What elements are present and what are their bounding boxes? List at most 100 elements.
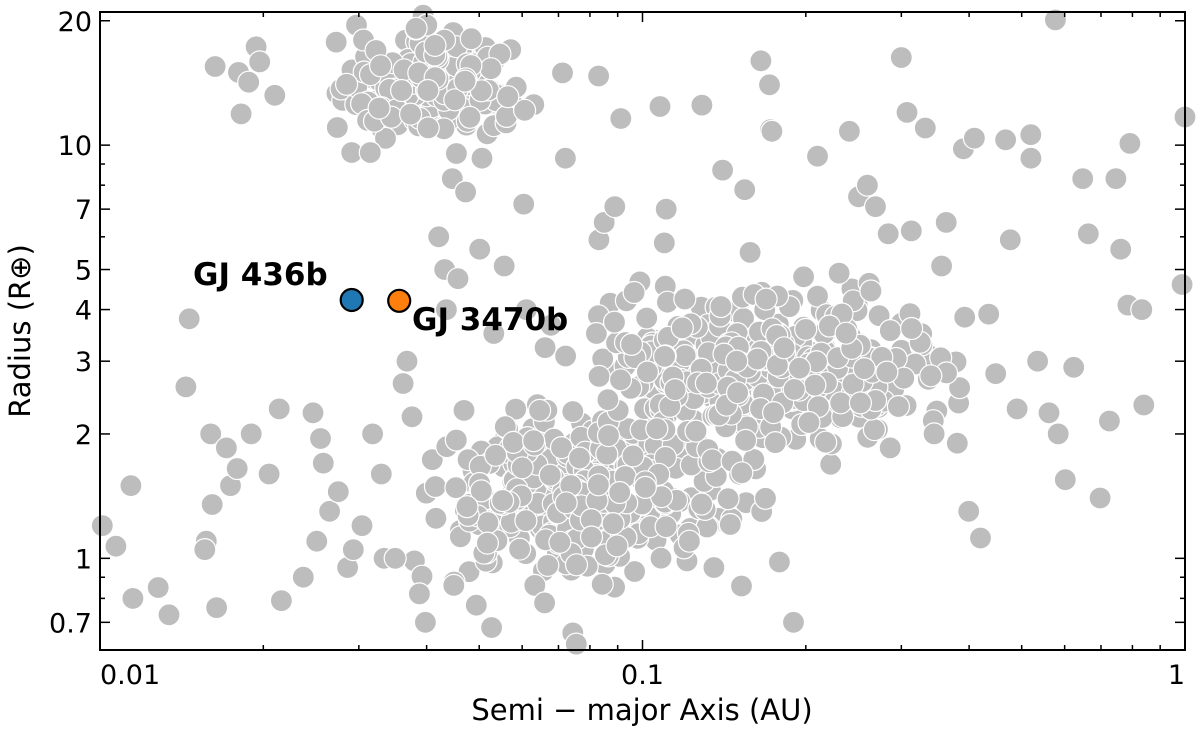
planet-point <box>645 417 669 441</box>
planet-point <box>781 610 806 634</box>
planet-point <box>443 88 467 112</box>
planet-point <box>993 128 1018 152</box>
planet-point <box>782 377 806 401</box>
planet-point <box>730 461 754 485</box>
highlighted-planets <box>339 287 412 313</box>
planet-point <box>104 534 128 558</box>
planet-point <box>733 178 757 202</box>
planet-point <box>523 573 547 598</box>
y-tick-label: 20 <box>58 7 92 38</box>
planet-point <box>475 531 499 555</box>
y-tick-label: 3 <box>75 347 92 378</box>
planet-point <box>709 294 733 319</box>
planet-point <box>677 529 702 553</box>
planet-point <box>590 572 614 596</box>
planet-point <box>455 495 479 519</box>
planet-point <box>794 317 818 341</box>
planet-point <box>710 158 735 182</box>
planet-point <box>673 287 697 311</box>
y-tick-label: 2 <box>75 420 92 451</box>
planet-point <box>753 486 778 510</box>
planet-point <box>400 405 424 429</box>
planet-point <box>373 126 398 150</box>
planet-point <box>1062 355 1086 379</box>
planet-point <box>267 397 291 421</box>
planet-point <box>827 261 851 285</box>
planet-point <box>984 362 1008 386</box>
planet-point <box>862 418 887 442</box>
planet-point <box>1071 167 1095 191</box>
planet-point <box>586 473 611 497</box>
planet-point <box>482 321 506 346</box>
planet-point <box>1118 131 1142 155</box>
planet-point <box>767 550 792 574</box>
planet-point <box>875 360 899 384</box>
planet-point <box>968 526 993 550</box>
planet-point <box>1037 401 1061 425</box>
planet-point <box>690 93 714 117</box>
planet-point <box>174 375 198 399</box>
planet-point <box>539 313 563 337</box>
planet-point <box>803 373 827 397</box>
planet-point <box>761 401 786 425</box>
planet-point <box>550 61 575 85</box>
planet-point <box>899 219 923 243</box>
planet-point <box>146 575 170 600</box>
planet-point <box>889 45 913 70</box>
planet-point <box>1097 409 1122 433</box>
planet-point <box>469 479 493 503</box>
planet-point <box>442 573 466 598</box>
planet-point <box>1088 486 1112 510</box>
planet-point <box>454 180 478 204</box>
planet-point <box>587 364 611 388</box>
planet-point <box>596 388 620 412</box>
planet-point <box>859 279 883 303</box>
planet-point <box>1076 222 1100 246</box>
planet-point <box>464 593 488 617</box>
planet-point <box>654 515 678 539</box>
planet-point <box>899 316 924 341</box>
planet-point <box>301 401 325 425</box>
planet-point <box>492 254 516 278</box>
planet-point <box>725 381 750 405</box>
planet-point <box>335 72 359 96</box>
planet-point <box>876 222 900 246</box>
planet-point <box>716 487 740 511</box>
y-tick-label: 7 <box>75 195 92 226</box>
planet-point <box>423 474 447 499</box>
planet-point <box>998 228 1022 252</box>
planet-point <box>413 610 437 634</box>
planet-point <box>733 428 758 452</box>
y-tick-label: 0.7 <box>49 608 92 639</box>
planet-point <box>325 115 349 140</box>
planet-point <box>291 565 315 589</box>
planet-point <box>564 632 588 656</box>
planet-point <box>416 78 440 103</box>
planet-point <box>177 307 201 331</box>
planet-point <box>480 615 504 640</box>
planet-point <box>199 422 223 446</box>
planet-point <box>1109 237 1133 261</box>
planet-point <box>601 511 625 536</box>
planet-point <box>423 33 447 58</box>
planet-point <box>324 30 348 54</box>
planet-point <box>358 140 382 165</box>
planet-point <box>538 463 562 487</box>
planet-point <box>1019 146 1043 170</box>
planet-point <box>929 254 954 278</box>
planet-point <box>1053 468 1077 492</box>
planet-point <box>479 57 503 81</box>
annotation-gj-436b: GJ 436b <box>193 257 328 293</box>
planet-point <box>957 499 981 523</box>
planet-point <box>263 83 287 107</box>
planet-point <box>700 448 724 472</box>
planet-point <box>548 530 572 554</box>
planet-point <box>395 349 419 373</box>
planet-point <box>718 512 742 537</box>
planet-point <box>670 316 694 340</box>
planet-point <box>341 537 365 562</box>
planet-point <box>913 116 937 140</box>
planet-point <box>427 225 451 249</box>
planet-point <box>311 451 335 475</box>
